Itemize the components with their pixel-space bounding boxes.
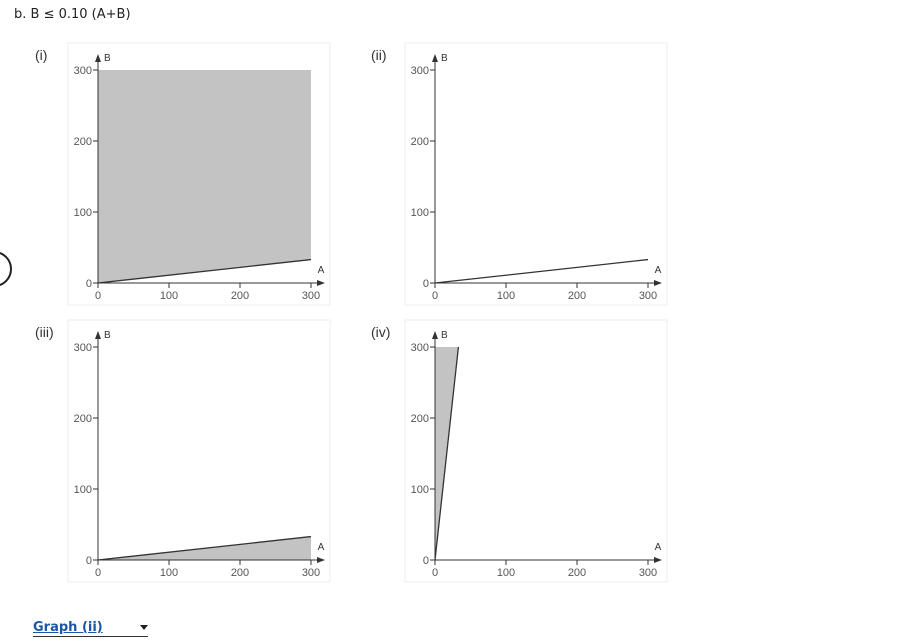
graph-frame [67, 42, 331, 306]
x-tick-label: 200 [568, 567, 586, 579]
caret[interactable] [140, 625, 148, 630]
x-arrow [317, 557, 325, 563]
y-tick-label: 200 [411, 136, 429, 148]
graph-label: (ii) [371, 47, 387, 63]
x-tick-label: 300 [302, 290, 320, 302]
y-tick-label: 0 [86, 278, 92, 290]
y-tick-label: 100 [74, 207, 92, 219]
y-arrow [432, 331, 438, 339]
x-axis-label: A [318, 542, 325, 553]
x-tick-label: 200 [231, 290, 249, 302]
x-tick-label: 0 [95, 567, 101, 579]
x-tick-label: 300 [639, 290, 657, 302]
y-tick-label: 300 [74, 342, 92, 354]
y-tick-label: 200 [74, 136, 92, 148]
x-axis-label: A [655, 265, 662, 276]
answer-text[interactable]: Graph (ii) [33, 620, 103, 635]
x-tick-label: 100 [497, 567, 515, 579]
graph-frame [67, 319, 331, 583]
boundary-line [97, 535, 312, 561]
boundary-line [97, 258, 312, 284]
y-axis-label: B [104, 330, 111, 341]
y-tick-label: 300 [411, 65, 429, 77]
y-tick-label: 0 [423, 555, 429, 567]
x-tick-label: 0 [432, 290, 438, 302]
y-arrow [95, 331, 101, 339]
y-arrow [432, 54, 438, 62]
x-tick-label: 0 [95, 290, 101, 302]
shaded-region [98, 70, 311, 283]
graph-label: (i) [35, 47, 47, 63]
graph-frame [404, 319, 668, 583]
y-tick-label: 200 [411, 413, 429, 425]
y-tick-label: 100 [411, 484, 429, 496]
x-arrow [317, 280, 325, 286]
y-arrow [95, 54, 101, 62]
x-arrow [654, 557, 662, 563]
x-tick-label: 300 [302, 567, 320, 579]
graph-label: (iii) [35, 324, 54, 340]
y-tick-label: 100 [411, 207, 429, 219]
y-tick-label: 0 [86, 555, 92, 567]
x-axis-label: A [318, 265, 325, 276]
x-tick-label: 200 [231, 567, 249, 579]
x-tick-label: 0 [432, 567, 438, 579]
y-tick-label: 300 [411, 342, 429, 354]
x-tick-label: 200 [568, 290, 586, 302]
y-axis-label: B [441, 53, 448, 64]
question: b. B ≤ 0.10 (A+B) [14, 7, 131, 22]
edge-circle [0, 252, 12, 286]
x-tick-label: 100 [160, 290, 178, 302]
y-tick-label: 200 [74, 413, 92, 425]
x-tick-label: 100 [160, 567, 178, 579]
graph-label: (iv) [371, 324, 390, 340]
y-axis-label: B [104, 53, 111, 64]
y-tick-label: 100 [74, 484, 92, 496]
graph-frame [404, 42, 668, 306]
y-tick-label: 300 [74, 65, 92, 77]
x-tick-label: 300 [639, 567, 657, 579]
boundary-line [434, 258, 649, 284]
y-tick-label: 0 [423, 278, 429, 290]
answer-dropdown[interactable]: Graph (ii) [33, 620, 148, 637]
x-arrow [654, 280, 662, 286]
y-axis-label: B [441, 330, 448, 341]
boundary-line [434, 346, 460, 561]
x-axis-label: A [655, 542, 662, 553]
x-tick-label: 100 [497, 290, 515, 302]
